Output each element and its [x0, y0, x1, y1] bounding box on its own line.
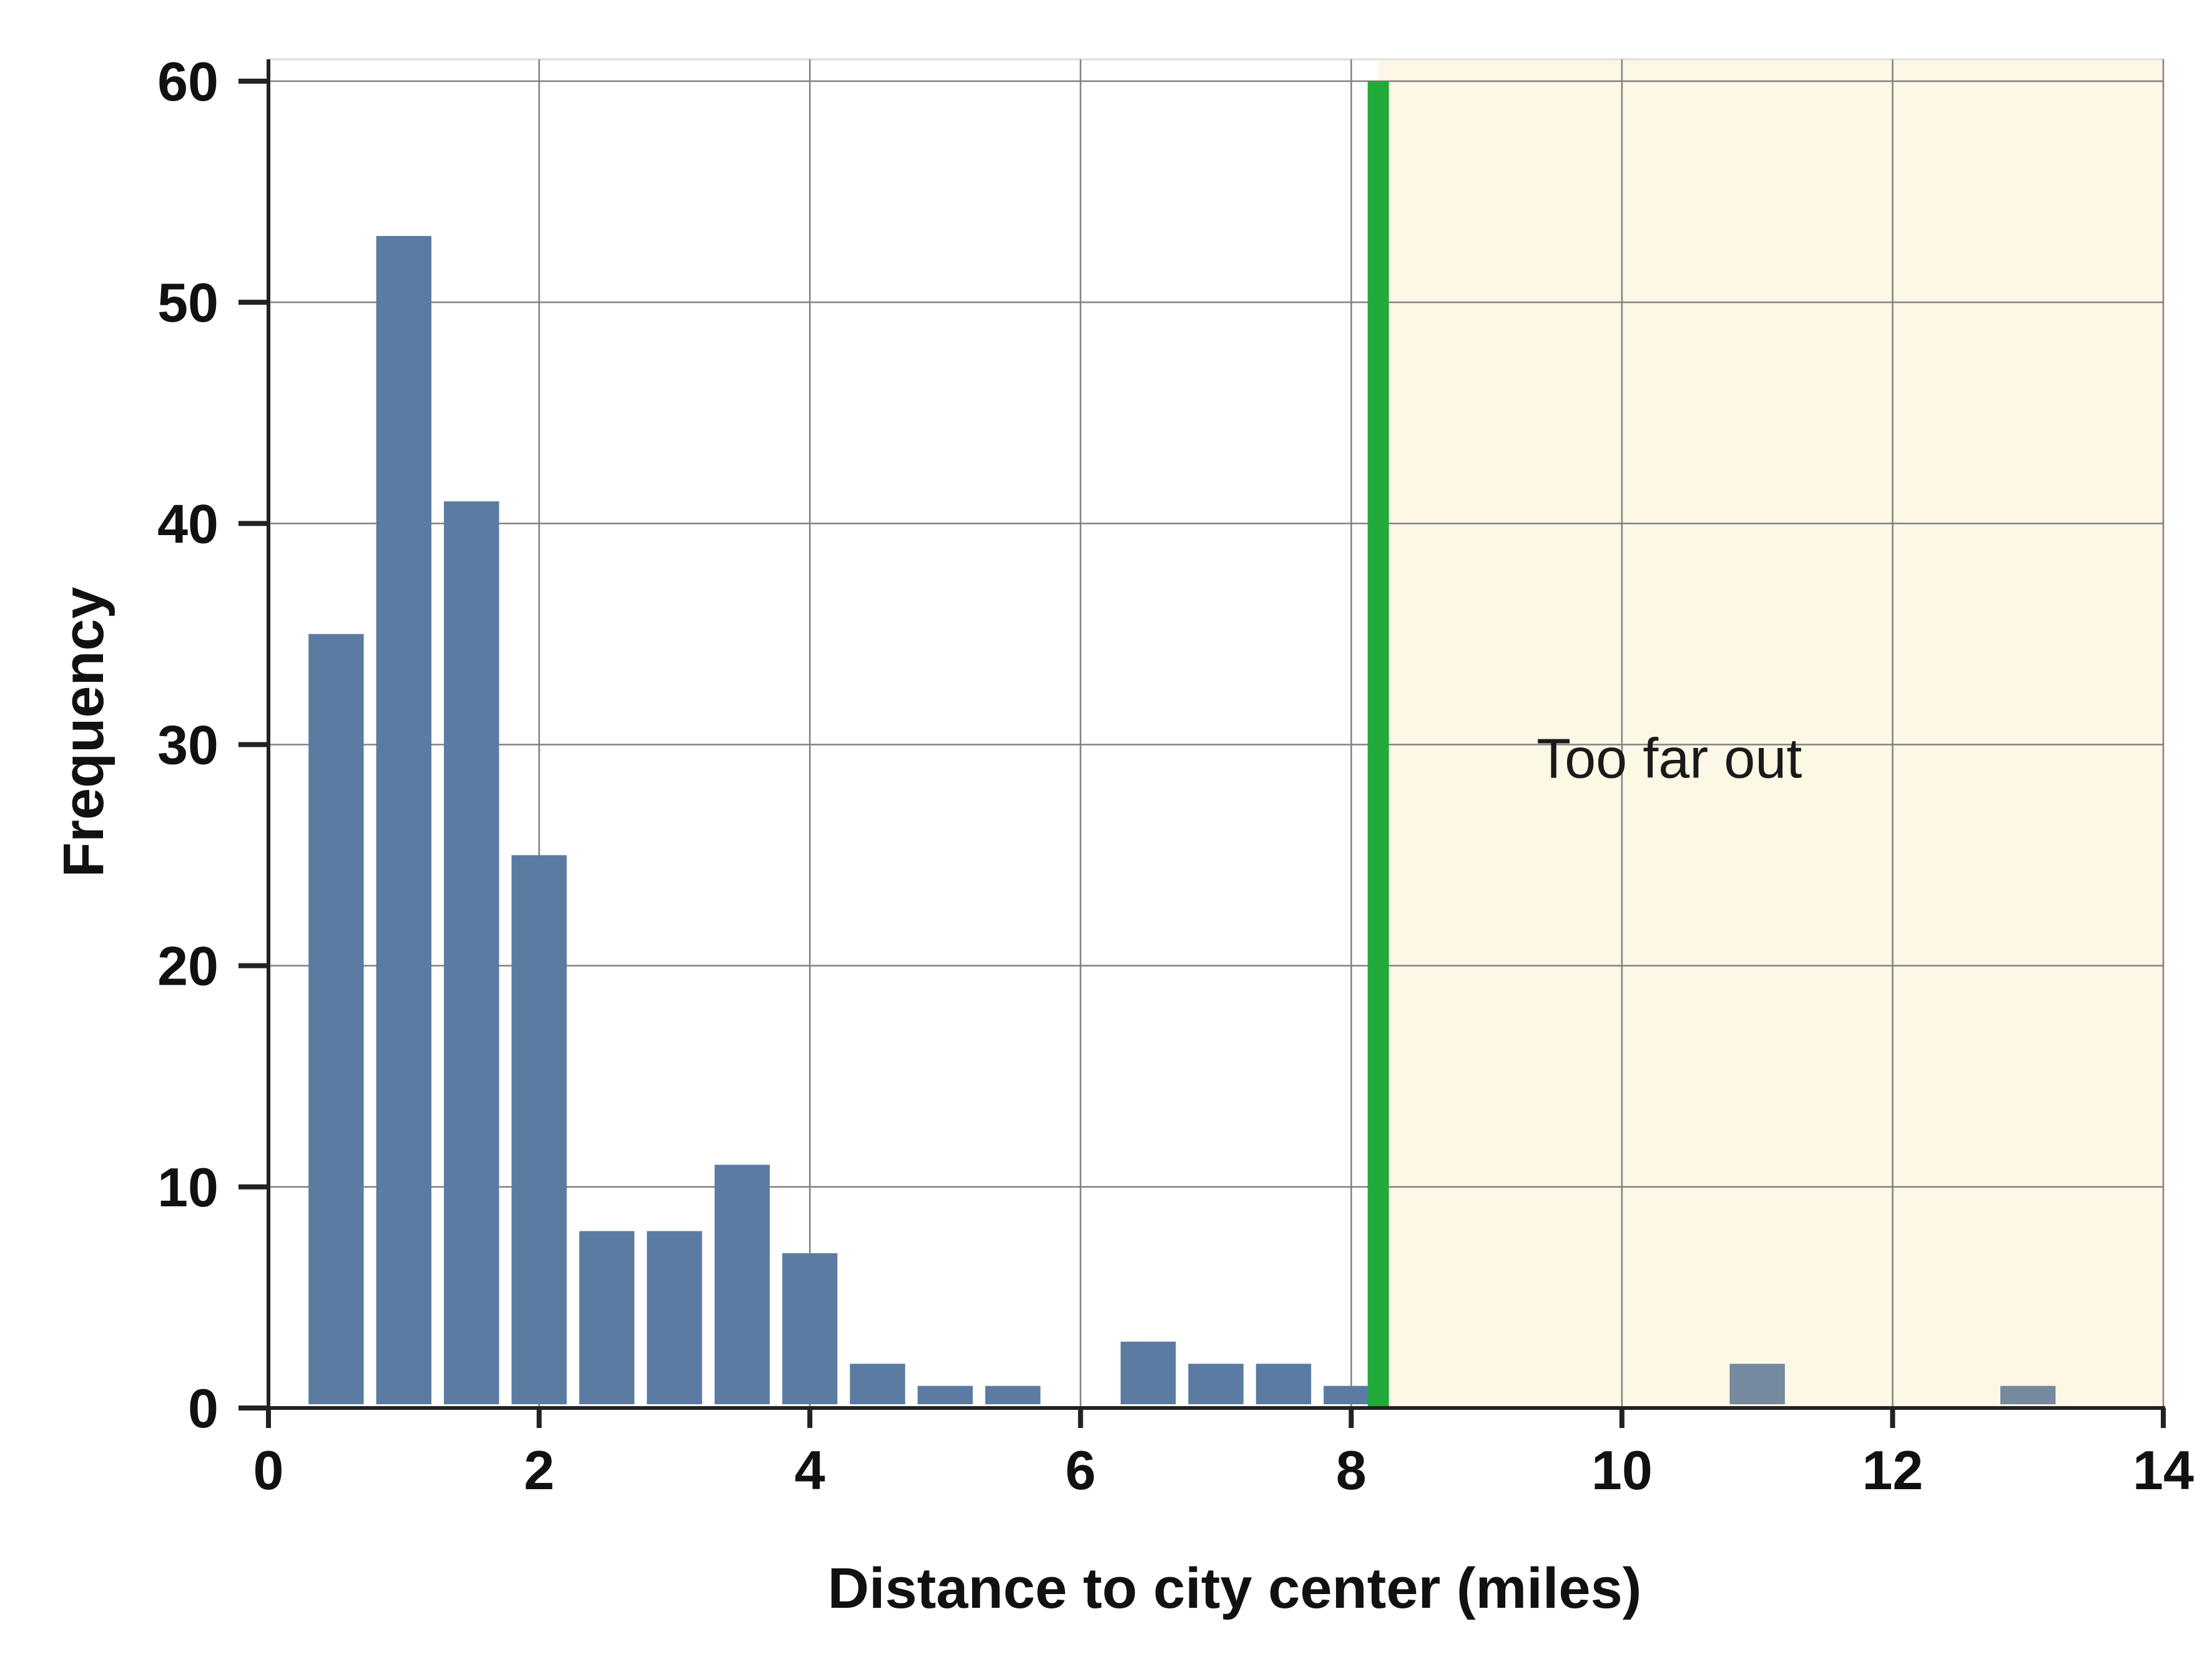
- shaded-region: [1378, 59, 2163, 1408]
- region-annotation: Too far out: [1536, 728, 1802, 790]
- x-tick-label: 10: [1591, 1439, 1653, 1501]
- y-tick-label: 10: [157, 1156, 219, 1218]
- histogram-bar: [443, 501, 499, 1404]
- histogram-bar: [308, 634, 364, 1404]
- axes-layer: [238, 59, 2166, 1428]
- y-tick-label: 40: [157, 493, 219, 554]
- histogram-bar: [1256, 1364, 1312, 1404]
- x-tick-label: 6: [1065, 1439, 1096, 1501]
- x-tick-label: 2: [524, 1439, 554, 1501]
- shaded-region-layer: [1378, 59, 2163, 1408]
- histogram-bar: [647, 1231, 702, 1404]
- x-tick-label: 12: [1862, 1439, 1923, 1501]
- y-tick-label: 0: [188, 1377, 219, 1439]
- histogram-bar: [917, 1386, 973, 1404]
- histogram-bar: [1120, 1341, 1176, 1404]
- y-tick-label: 20: [157, 935, 219, 997]
- histogram-bar: [579, 1231, 635, 1404]
- histogram-bar: [1729, 1364, 1785, 1404]
- histogram-bar: [714, 1164, 770, 1404]
- histogram-bar: [511, 855, 567, 1404]
- y-tick-label: 60: [157, 51, 219, 112]
- y-axis-title: Frequency: [52, 587, 116, 877]
- x-axis-title: Distance to city center (miles): [828, 1557, 1642, 1620]
- x-tick-label: 8: [1336, 1439, 1367, 1501]
- bars-layer: [308, 235, 2056, 1405]
- histogram-bar: [1188, 1364, 1244, 1404]
- histogram-bar: [985, 1386, 1041, 1404]
- x-tick-label: 0: [253, 1439, 284, 1501]
- labels-layer: Too far out Distance to city center (mil…: [52, 51, 2194, 1620]
- x-tick-label: 4: [795, 1439, 825, 1501]
- histogram-bar: [782, 1253, 838, 1404]
- x-tick-label: 14: [2133, 1439, 2194, 1501]
- histogram-bar: [2000, 1386, 2056, 1404]
- histogram-bar: [850, 1364, 905, 1404]
- y-tick-label: 30: [157, 714, 219, 776]
- grid-layer: [268, 58, 2165, 1408]
- histogram-bar: [376, 235, 431, 1405]
- y-tick-label: 50: [157, 272, 219, 333]
